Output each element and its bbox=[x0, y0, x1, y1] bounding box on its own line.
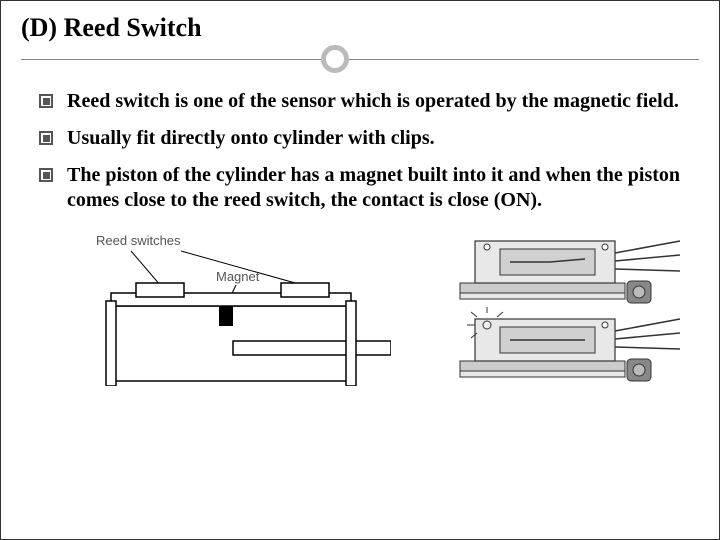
bullet-item: Reed switch is one of the sensor which i… bbox=[39, 89, 685, 114]
bullet-item: The piston of the cylinder has a magnet … bbox=[39, 163, 685, 213]
bullet-marker-icon bbox=[39, 94, 53, 108]
divider-circle-icon bbox=[321, 45, 349, 73]
title-area: (D) Reed Switch bbox=[1, 1, 719, 83]
title-divider bbox=[21, 45, 699, 75]
bullet-marker-icon bbox=[39, 131, 53, 145]
content-area: Reed switch is one of the sensor which i… bbox=[1, 83, 719, 213]
divider-line bbox=[21, 59, 699, 60]
slide-title: (D) Reed Switch bbox=[21, 13, 699, 43]
slide: (D) Reed Switch Reed switch is one of th… bbox=[1, 1, 719, 539]
label-reed: Reed switches bbox=[96, 233, 181, 248]
bullet-item: Usually fit directly onto cylinder with … bbox=[39, 126, 685, 151]
bullet-text: The piston of the cylinder has a magnet … bbox=[67, 163, 685, 213]
label-magnet: Magnet bbox=[216, 269, 260, 284]
bullet-marker-icon bbox=[39, 168, 53, 182]
detail-bottom bbox=[460, 307, 680, 381]
bullet-text: Reed switch is one of the sensor which i… bbox=[67, 89, 679, 114]
reed-switch-detail-diagram bbox=[455, 231, 685, 386]
bullet-text: Usually fit directly onto cylinder with … bbox=[67, 126, 435, 151]
reed-switch-diagram: Reed switches Magnet bbox=[91, 231, 391, 386]
diagram-row: Reed switches Magnet bbox=[1, 225, 719, 386]
detail-top bbox=[460, 241, 680, 303]
